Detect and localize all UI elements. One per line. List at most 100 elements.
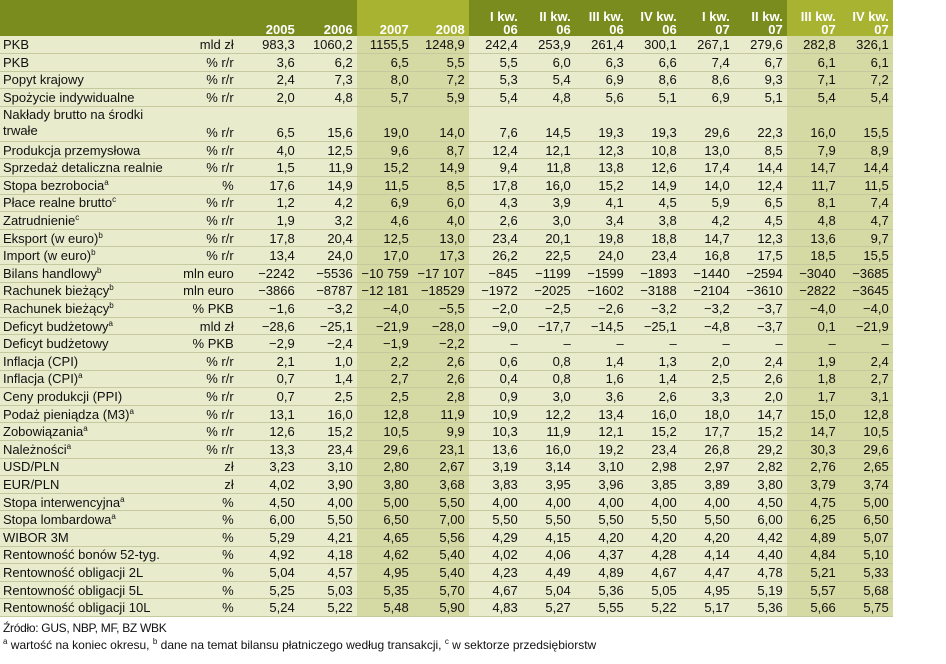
table-cell: 5,9 bbox=[680, 194, 734, 213]
table-cell: 5,29 bbox=[237, 528, 299, 547]
table-cell: 15,2 bbox=[574, 176, 628, 195]
table-cell: 5,50 bbox=[468, 510, 522, 529]
table-cell: 14,7 bbox=[680, 229, 734, 248]
row-unit: % r/r bbox=[166, 71, 238, 90]
table-row: PKB mld zł 983,3 1060,2 1155,5 1248,9 242,4 253… bbox=[0, 36, 893, 55]
table-cell: 1,0 bbox=[298, 352, 357, 371]
table-cell: 7,4 bbox=[839, 194, 893, 213]
table-cell: 4,29 bbox=[468, 528, 522, 547]
table-cell: 4,5 bbox=[733, 211, 787, 230]
table-cell: 4,78 bbox=[733, 563, 787, 582]
table-cell: 2,1 bbox=[237, 352, 299, 371]
table-cell: 2,4 bbox=[237, 71, 299, 90]
column-header: I kw. 06 bbox=[468, 0, 522, 36]
table-cell: 29,6 bbox=[680, 106, 734, 142]
table-cell: −12 181 bbox=[356, 282, 413, 301]
table-cell: 3,3 bbox=[680, 387, 734, 406]
table-cell: 3,80 bbox=[356, 475, 413, 494]
table-cell: 5,50 bbox=[627, 510, 681, 529]
table-cell: 4,95 bbox=[680, 581, 734, 600]
table-cell: 253,9 bbox=[521, 36, 575, 55]
table-cell: −2,9 bbox=[237, 334, 299, 353]
table-cell: −3645 bbox=[839, 282, 893, 301]
table-cell: 19,3 bbox=[627, 106, 681, 142]
table-cell: 12,8 bbox=[356, 405, 413, 424]
table-cell: 4,15 bbox=[521, 528, 575, 547]
table-cell: 2,80 bbox=[356, 458, 413, 477]
table-cell: 4,06 bbox=[521, 546, 575, 565]
row-label: Płace realne bruttoc bbox=[0, 194, 167, 213]
table-header: 2005 2006 2007 2008 I kw. 06 II kw. 06 III kw. 06… bbox=[0, 0, 893, 36]
table-cell: −2822 bbox=[786, 282, 840, 301]
row-label: Inflacja (CPI) bbox=[0, 352, 167, 371]
table-cell: 3,89 bbox=[680, 475, 734, 494]
table-cell: 29,6 bbox=[356, 440, 413, 459]
row-label: Eksport (w euro)b bbox=[0, 229, 167, 248]
table-cell: 14,4 bbox=[733, 158, 787, 178]
footnote-marker: c bbox=[112, 195, 117, 205]
row-label: Zatrudnieniec bbox=[0, 211, 167, 230]
table-cell: 1,5 bbox=[237, 158, 299, 178]
row-unit: % PKB bbox=[166, 334, 238, 353]
table-row: Rachunek bieżącyb mln euro −3866 −8787 −12 1… bbox=[0, 282, 893, 301]
table-cell: 3,10 bbox=[298, 458, 357, 477]
table-cell: 2,76 bbox=[786, 458, 840, 477]
table-row: Nakłady brutto na środki trwałe% r/r 6,5 1… bbox=[0, 106, 893, 142]
table-cell: 3,85 bbox=[627, 475, 681, 494]
table-cell: 30,3 bbox=[786, 440, 840, 459]
column-header: III kw. 06 bbox=[574, 0, 628, 36]
header-label-blank bbox=[0, 0, 167, 36]
table-cell: 10,5 bbox=[356, 422, 413, 441]
table-cell: 14,4 bbox=[839, 158, 893, 178]
table-cell: 3,0 bbox=[521, 387, 575, 406]
footnote-marker: b bbox=[152, 637, 158, 646]
row-label: PKB bbox=[0, 36, 167, 55]
table-cell: 0,6 bbox=[468, 352, 522, 371]
table-cell: 0,9 bbox=[468, 387, 522, 406]
table-cell: 20,1 bbox=[521, 229, 575, 248]
row-unit: % r/r bbox=[166, 158, 238, 178]
table-cell: 14,7 bbox=[733, 405, 787, 424]
table-cell: – bbox=[839, 334, 893, 353]
table-cell: 24,0 bbox=[574, 246, 628, 266]
macro-data-table: 2005 2006 2007 2008 I kw. 06 II kw. 06 III kw. 06… bbox=[0, 0, 893, 617]
table-cell: 18,0 bbox=[680, 405, 734, 424]
table-cell: 1,8 bbox=[786, 370, 840, 389]
table-cell: 4,40 bbox=[733, 546, 787, 565]
column-header: IV kw. 07 bbox=[839, 0, 893, 36]
row-label: Zobowiązaniaa bbox=[0, 422, 167, 441]
table-cell: 13,0 bbox=[412, 229, 469, 248]
table-cell: 8,7 bbox=[412, 141, 469, 160]
table-cell: 4,23 bbox=[468, 563, 522, 582]
table-cell: 2,5 bbox=[298, 387, 357, 406]
table-cell: 4,6 bbox=[356, 211, 413, 230]
row-label: Podaż pieniądza (M3)a bbox=[0, 405, 167, 424]
table-cell: −2242 bbox=[237, 264, 299, 283]
row-label: Deficyt budżetowy bbox=[0, 334, 167, 353]
table-cell: 7,4 bbox=[680, 53, 734, 72]
row-label: Rentowność obligacji 5L bbox=[0, 581, 167, 600]
table-cell: 3,96 bbox=[574, 475, 628, 494]
table-cell: 16,0 bbox=[627, 405, 681, 424]
table-cell: 24,0 bbox=[298, 246, 357, 266]
row-unit: % bbox=[166, 581, 238, 600]
table-cell: −28,0 bbox=[412, 317, 469, 336]
table-cell: −17,7 bbox=[521, 317, 575, 336]
table-cell: −3610 bbox=[733, 282, 787, 301]
table-cell: 11,9 bbox=[298, 158, 357, 178]
table-cell: 4,00 bbox=[627, 493, 681, 512]
table-row: Spożycie indywidualne% r/r 2,0 4,8 5,7 5,9 5,… bbox=[0, 88, 893, 107]
table-cell: 3,68 bbox=[412, 475, 469, 494]
table-cell: 5,10 bbox=[839, 546, 893, 565]
table-cell: 7,2 bbox=[839, 71, 893, 90]
table-cell: – bbox=[627, 334, 681, 353]
table-row: Rentowność obligacji 2L% 5,04 4,57 4,95 5,40… bbox=[0, 563, 893, 582]
table-cell: 5,04 bbox=[521, 581, 575, 600]
table-cell: −845 bbox=[468, 264, 522, 283]
table-cell: 4,0 bbox=[412, 211, 469, 230]
table-cell: −25,1 bbox=[298, 317, 357, 336]
row-label: Deficyt budżetowya bbox=[0, 317, 167, 336]
column-header: 2005 bbox=[237, 0, 299, 36]
table-cell: 5,07 bbox=[839, 528, 893, 547]
table-cell: 5,33 bbox=[839, 563, 893, 582]
